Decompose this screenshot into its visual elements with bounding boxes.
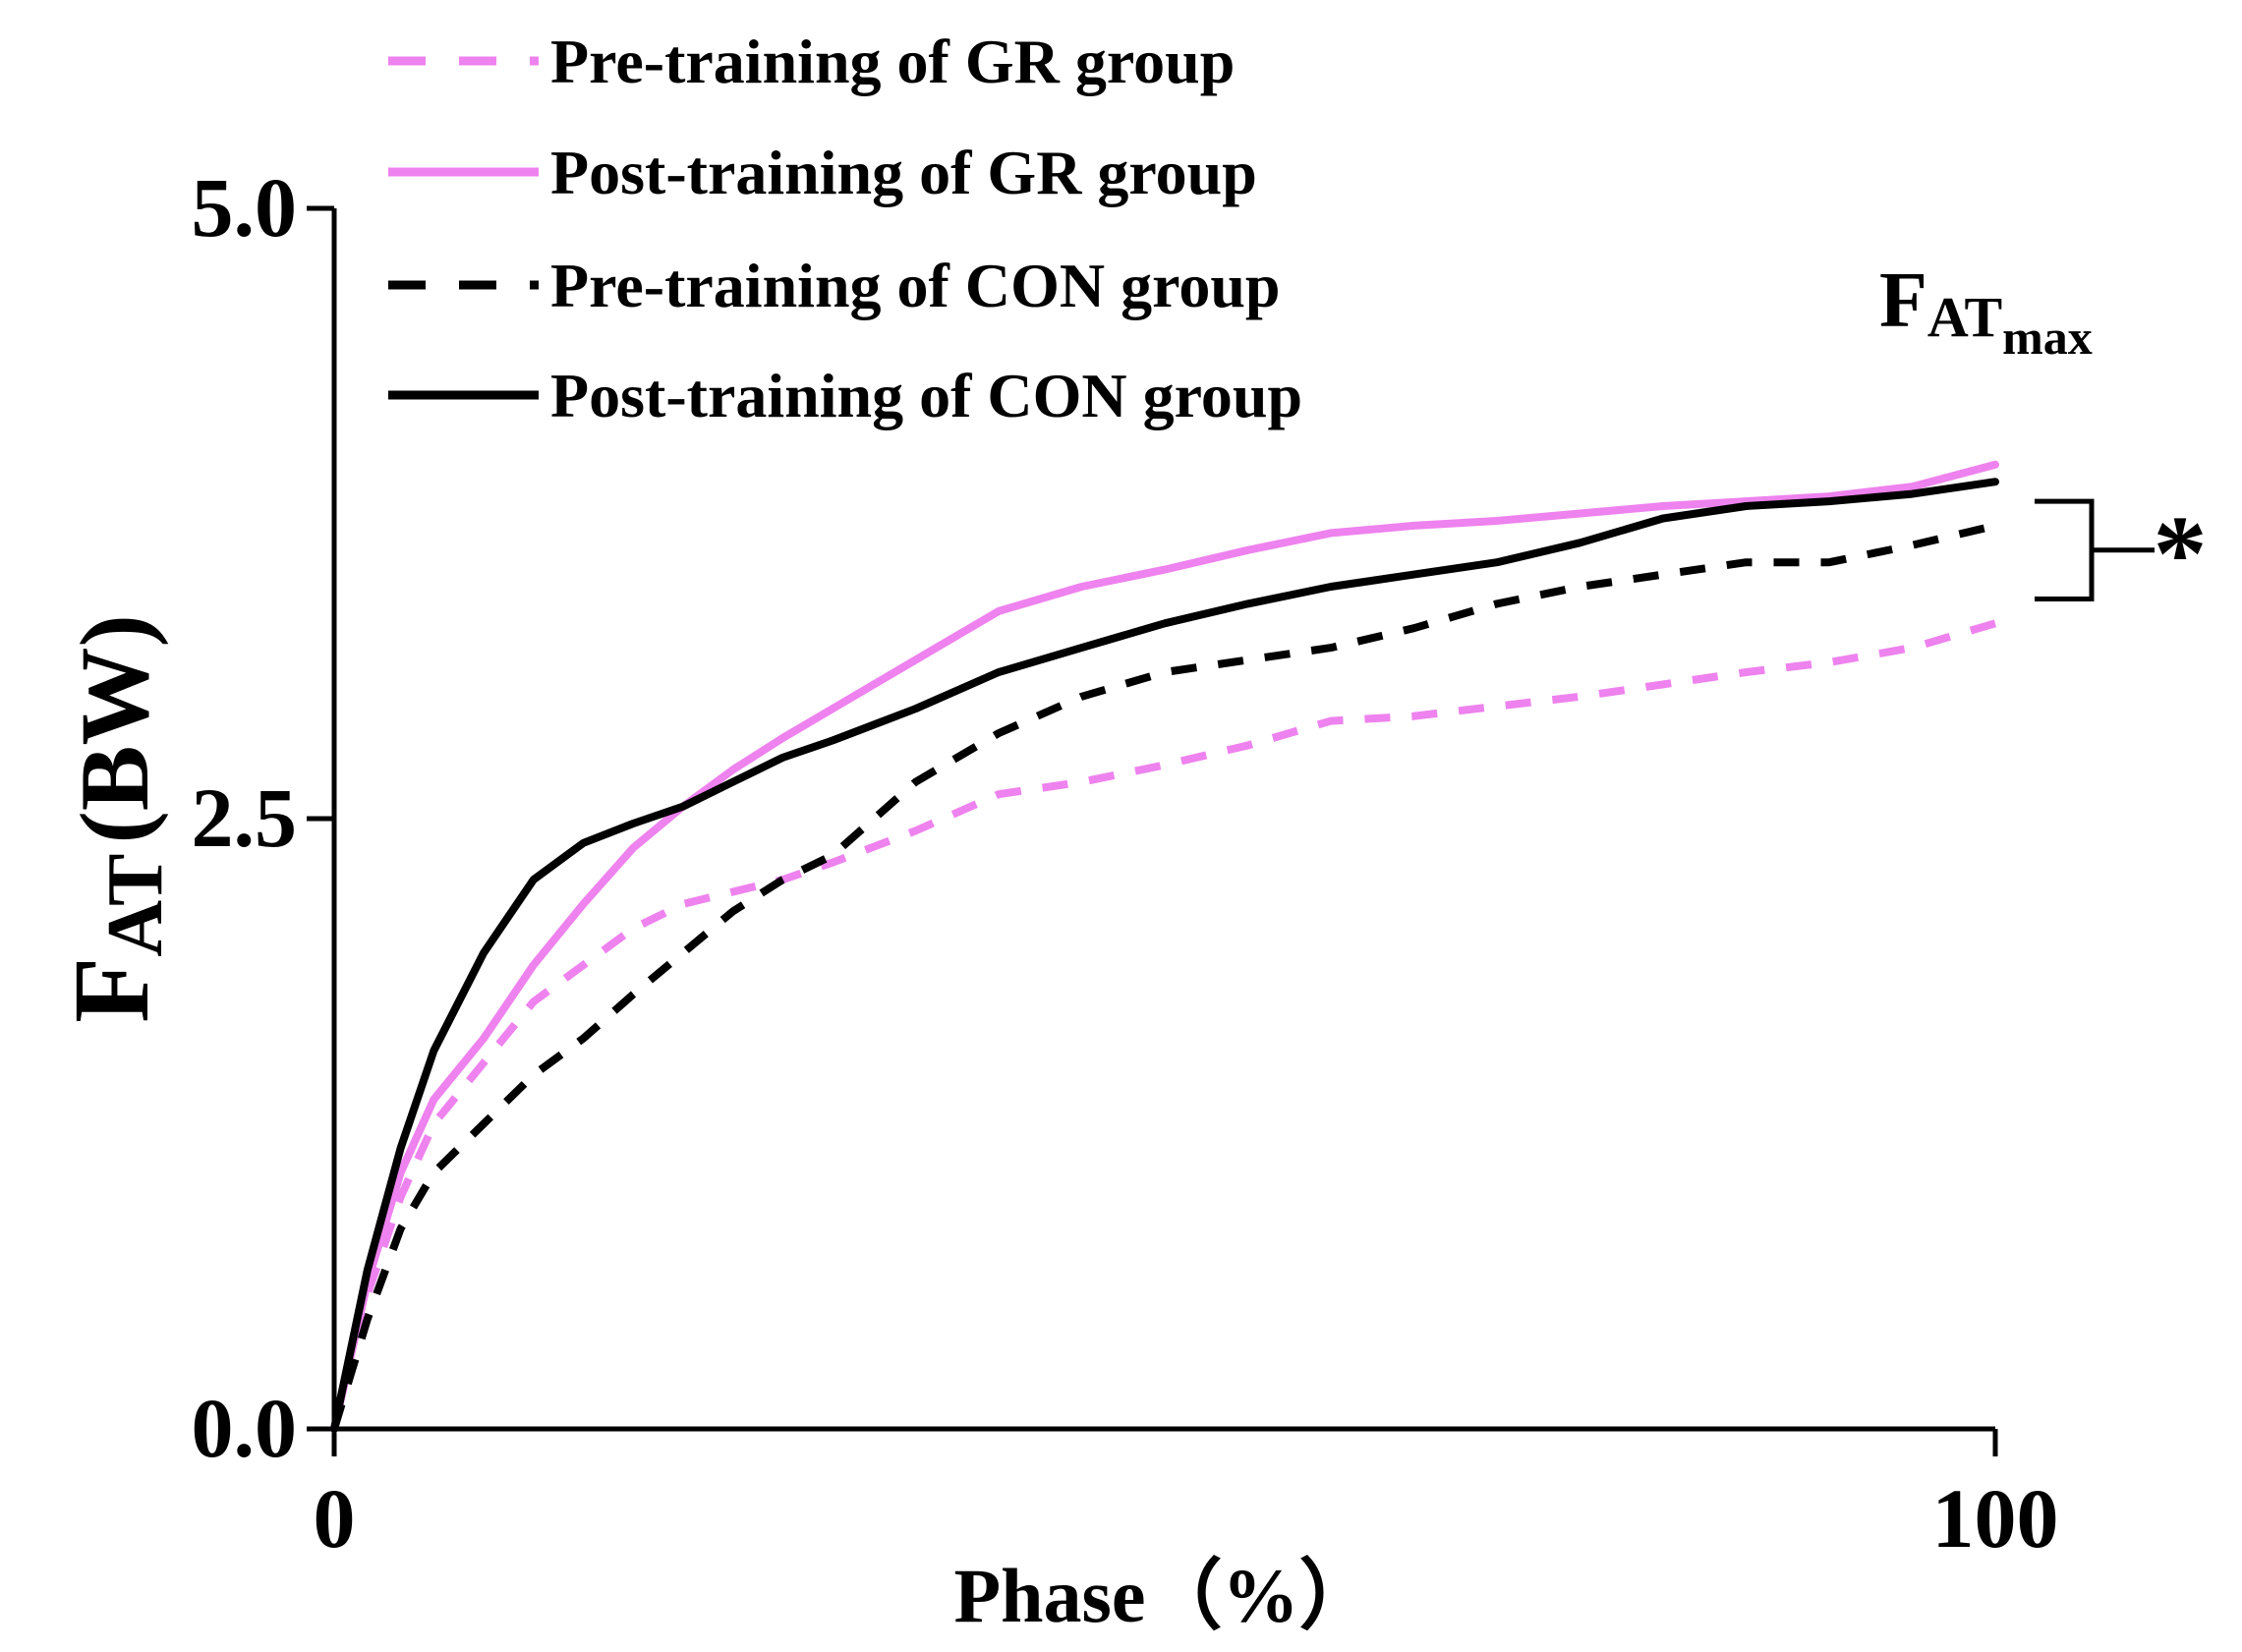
series-group [330,460,1999,1433]
x-tick-label: 0 [314,1471,356,1566]
series-line-1 [330,619,1997,1430]
x-ticks: 0 100 [314,1429,2059,1566]
series-line-2 [330,460,1999,1433]
y-axis-label: FAT(BW) [51,614,179,1023]
legend-label: Pre-training of CON group [550,251,1281,320]
y-tick-label: 5.0 [192,160,298,255]
legend-label: Post-training of GR group [550,138,1257,207]
significance-bracket [2035,498,2155,601]
series-line-3 [330,522,1996,1431]
legend: Pre-training of GR group Post-training of… [388,27,1302,430]
fatmax-label-subsub: max [2002,310,2093,365]
y-axis-label-unit: (BW) [60,614,169,843]
y-ticks: 0.0 2.5 5.0 [192,160,334,1475]
y-axis-label-sub: AT [92,853,179,956]
y-tick-label: 2.5 [192,770,298,865]
legend-label: Pre-training of GR group [550,27,1235,96]
y-tick-label: 0.0 [192,1381,298,1475]
x-axis-label: Phase（%） [953,1553,1375,1638]
bracket-line [2035,498,2095,601]
y-axis-label-main: F [51,957,171,1023]
fatmax-label: FATmax [1879,257,2093,365]
fatmax-label-sub: AT [1927,285,2002,349]
series-line-4 [330,478,1999,1433]
fatmax-label-main: F [1879,257,1927,344]
legend-label: Post-training of CON group [550,361,1302,430]
significance-star: * [2154,493,2208,613]
x-tick-label: 100 [1932,1471,2059,1566]
